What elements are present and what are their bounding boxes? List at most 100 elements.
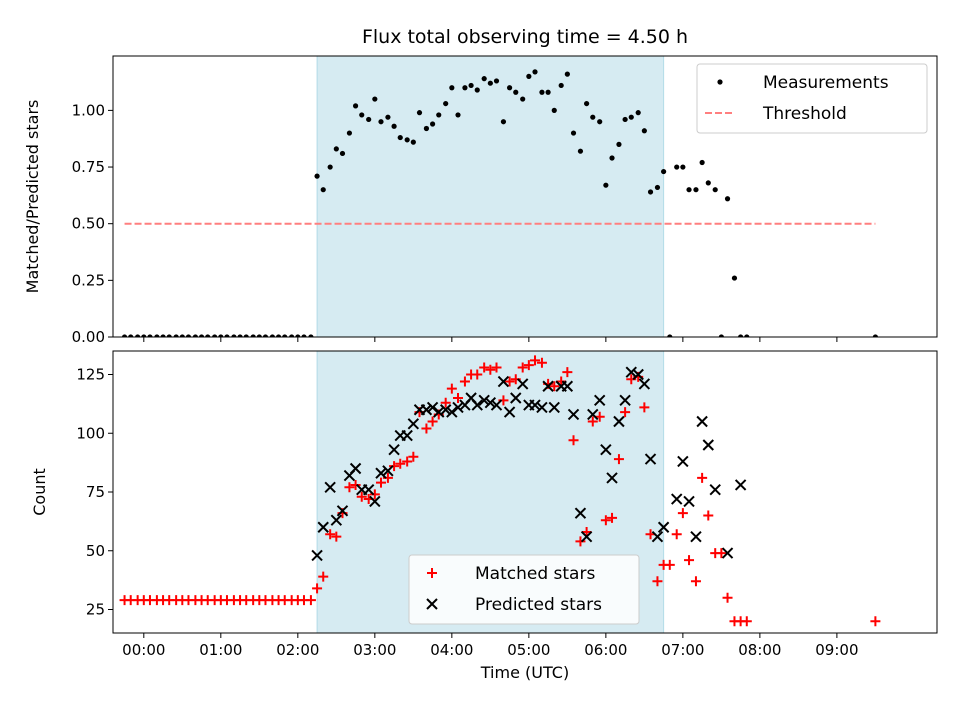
predicted-point [484,396,497,409]
matched-point [389,461,400,472]
matched-point [607,512,618,523]
data-point [487,80,493,86]
data-point [686,187,692,193]
data-point [378,119,384,125]
data-point [327,164,333,170]
predicted-point [580,530,593,543]
matched-point [684,555,695,566]
matched-point [344,482,355,493]
data-point [545,89,551,95]
data-point [372,96,378,102]
predicted-point [401,429,413,442]
predicted-point [382,465,394,477]
data-point [320,187,326,193]
predicted-point [657,521,670,533]
matched-point [369,489,380,500]
data-point [712,187,718,193]
y-axis-label: Matched/Predicted stars [23,100,42,294]
y-tick-label: 25 [86,601,105,619]
legend-label: Predicted stars [475,595,602,615]
data-point [135,334,141,337]
data-point [506,85,513,91]
x-tick-label: 08:00 [738,641,781,659]
y-tick-label: 0.25 [72,271,105,289]
data-point [404,137,410,143]
y-tick-label: 75 [86,483,105,501]
matched-point [446,383,457,394]
data-point [667,334,673,337]
predicted-point [510,392,522,404]
predicted-point [362,483,375,496]
data-layer [121,69,878,337]
data-point [597,119,603,125]
data-point [359,112,365,118]
data-point [301,334,307,337]
matched-point [325,529,336,540]
matched-point [600,515,611,526]
y-tick-label: 1.00 [72,101,105,119]
data-point [641,128,647,134]
predicted-point [696,415,708,428]
series-predicted-stars [311,366,747,562]
matched-point [741,616,752,627]
legend-marker [717,79,723,85]
data-layer [119,355,881,627]
matched-point [408,451,419,462]
predicted-point [369,495,381,508]
x-tick-label: 02:00 [276,641,319,659]
data-point [603,182,609,188]
data-point [635,110,641,116]
predicted-point [446,406,458,418]
matched-point [491,362,502,373]
predicted-point [690,530,702,543]
x-tick-label: 01:00 [199,641,242,659]
data-point [551,107,557,113]
data-point [224,334,230,337]
data-point [339,150,346,157]
predicted-point [613,415,625,428]
predicted-point [375,467,387,479]
data-point [436,112,442,118]
data-point [513,89,519,95]
matched-point [375,477,386,488]
data-point [160,334,166,337]
data-point [121,334,128,337]
data-point [539,89,545,95]
data-point [654,184,661,191]
data-point [423,125,430,132]
matched-point [350,479,361,490]
data-point [474,87,480,93]
data-point [699,159,705,166]
matched-point [440,397,451,408]
predicted-point [625,366,637,378]
data-point [520,96,526,102]
predicted-point [426,401,439,414]
predicted-point [619,394,631,407]
matched-point [530,355,541,366]
matched-point [697,472,708,483]
matched-point [305,595,316,606]
predicted-point [561,380,574,392]
axes-frame [112,55,938,338]
predicted-point [709,483,721,496]
matched-point [479,362,490,373]
data-point [352,103,359,109]
matched-point [427,416,438,427]
predicted-point [587,408,599,421]
series-matched-stars [119,355,881,627]
data-point [205,334,211,337]
data-point [166,334,172,337]
data-point [558,82,564,89]
matched-point [485,364,496,375]
predicted-point [548,401,560,414]
data-point [250,334,256,337]
predicted-point [317,521,329,533]
data-point [128,334,134,337]
matched-point [716,548,727,559]
matched-point [517,362,528,373]
predicted-point [702,439,714,451]
predicted-point [503,406,516,418]
data-point [416,110,423,116]
data-point [147,334,153,337]
